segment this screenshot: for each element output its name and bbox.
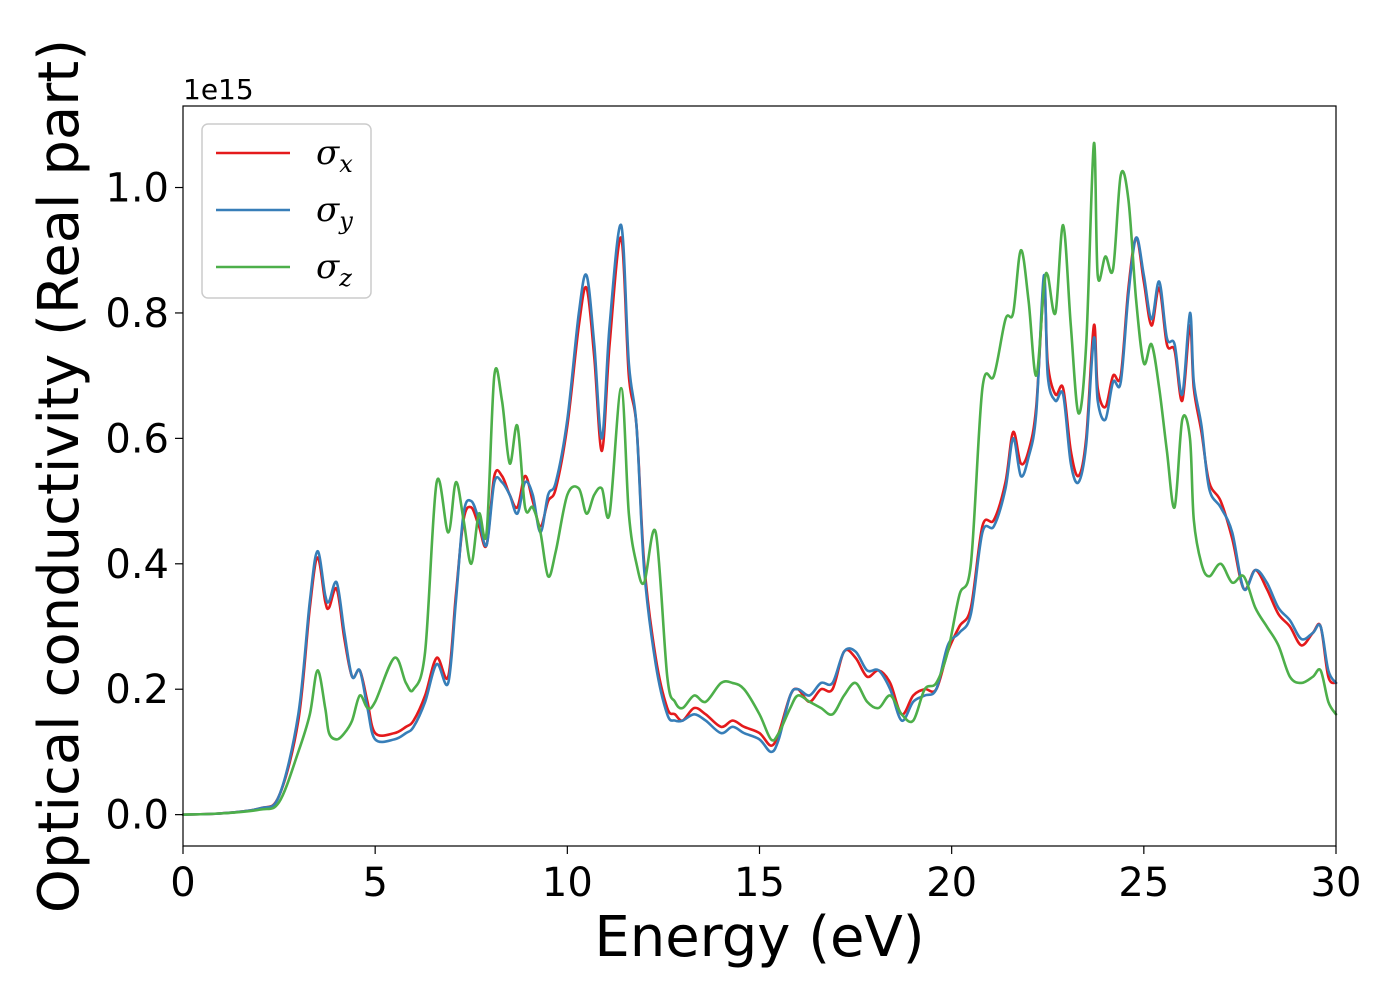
x-tick-label: 10 bbox=[542, 860, 593, 906]
y-axis: 0.0 0.2 0.4 0.6 0.8 1.0 bbox=[105, 166, 183, 839]
x-tick-label: 20 bbox=[926, 860, 977, 906]
y-axis-title: Optical conductivity (Real part) bbox=[27, 39, 92, 913]
series-layer bbox=[181, 141, 1338, 816]
x-tick-label: 30 bbox=[1311, 860, 1362, 906]
y-tick-label: 1.0 bbox=[105, 166, 169, 212]
x-tick-label: 0 bbox=[170, 860, 195, 906]
y-tick-label: 0.0 bbox=[105, 793, 169, 839]
plot-background bbox=[183, 106, 1336, 846]
x-tick-label: 5 bbox=[362, 860, 387, 906]
x-axis-title: Energy (eV) bbox=[594, 905, 924, 970]
x-tick-label: 25 bbox=[1118, 860, 1169, 906]
y-tick-label: 0.2 bbox=[105, 667, 169, 713]
y-tick-label: 0.4 bbox=[105, 542, 169, 588]
y-offset-text: 1e15 bbox=[183, 73, 254, 106]
y-tick-label: 0.6 bbox=[105, 416, 169, 462]
x-axis: 0 5 10 15 20 25 30 bbox=[170, 846, 1361, 906]
series-line-2 bbox=[181, 223, 1338, 816]
x-tick-label: 15 bbox=[734, 860, 785, 906]
series-line-3 bbox=[181, 141, 1338, 816]
y-tick-label: 0.8 bbox=[105, 291, 169, 337]
